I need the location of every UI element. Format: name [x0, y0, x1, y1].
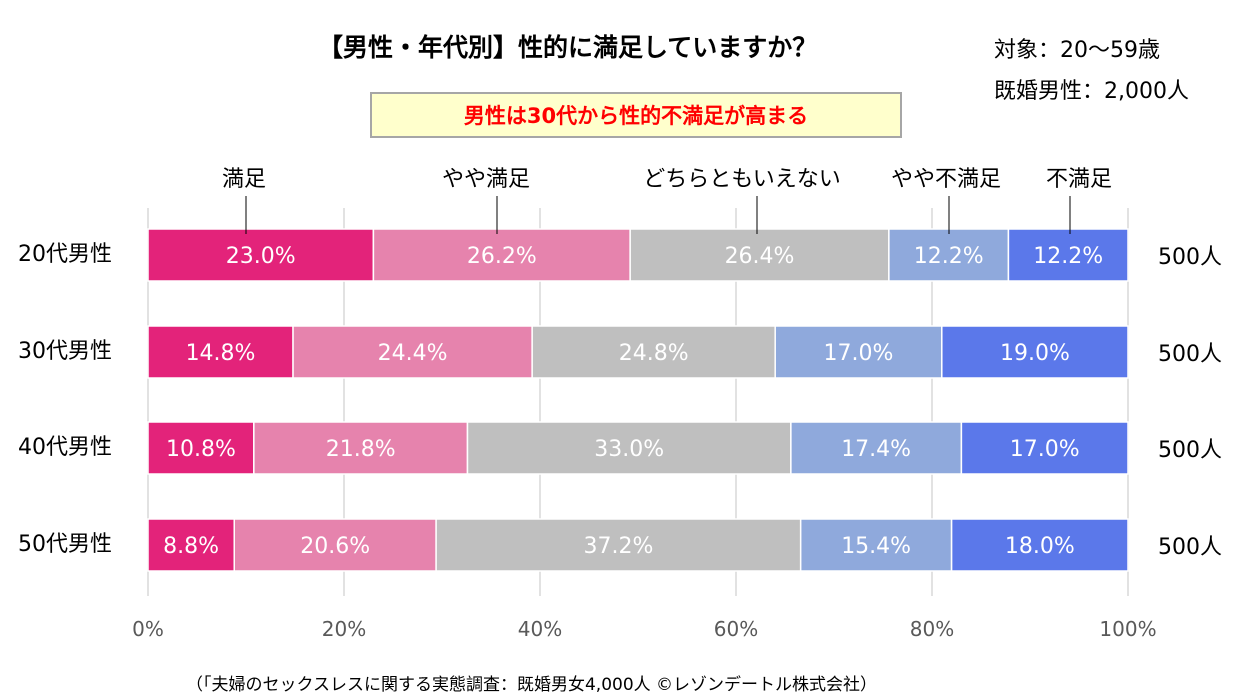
- data-label: 26.2%: [467, 244, 537, 269]
- x-tick-label: 0%: [132, 617, 164, 641]
- data-label: 17.0%: [824, 341, 894, 366]
- data-label: 12.2%: [1033, 244, 1103, 269]
- sample-size-label: 500人: [1158, 535, 1222, 560]
- data-label: 15.4%: [841, 534, 911, 559]
- x-tick-label: 40%: [518, 617, 562, 641]
- subtitle-sample: 既婚男性：2,000人: [994, 79, 1189, 104]
- category-label: 40代男性: [18, 435, 112, 460]
- chart-title: 【男性・年代別】性的に満足していますか？: [318, 33, 818, 62]
- data-label: 33.0%: [594, 437, 664, 462]
- data-label: 18.0%: [1005, 534, 1075, 559]
- bar-segment: [147, 325, 294, 379]
- category-label: 30代男性: [18, 339, 112, 364]
- subtitle-target: 対象：20～59歳: [994, 38, 1160, 63]
- data-label: 10.8%: [166, 437, 236, 462]
- x-tick-label: 80%: [910, 617, 954, 641]
- legend-label: 満足: [222, 167, 266, 192]
- callout-box: 男性は30代から性的不満足が高まる: [370, 92, 902, 138]
- legend-label: やや不満足: [891, 167, 1001, 192]
- bar-segment: [147, 228, 375, 282]
- bar-segment: [960, 421, 1129, 475]
- data-label: 17.4%: [841, 437, 911, 462]
- bar-segment: [253, 421, 469, 475]
- x-tick-label: 100%: [1099, 617, 1156, 641]
- bar-segment: [531, 325, 776, 379]
- bar-segment: [790, 421, 963, 475]
- bar-segment: [1007, 228, 1129, 282]
- x-tick-label: 20%: [322, 617, 366, 641]
- data-label: 23.0%: [226, 244, 296, 269]
- data-label: 20.6%: [300, 534, 370, 559]
- legend-label: 不満足: [1046, 167, 1112, 192]
- bar-segment: [466, 421, 792, 475]
- category-label: 50代男性: [18, 532, 112, 557]
- data-label: 26.4%: [725, 244, 795, 269]
- bars: [147, 228, 1129, 572]
- sample-size-label: 500人: [1158, 438, 1222, 463]
- bar-segment: [435, 518, 802, 572]
- category-label: 20代男性: [18, 242, 112, 267]
- legend-label: どちらともいえない: [643, 167, 841, 192]
- bar-segment: [774, 325, 943, 379]
- labels: 0% 20% 40% 60% 80% 100% 23.0% 26.2% 26.4% 12.2% 12…: [18, 167, 1222, 641]
- data-label: 24.8%: [619, 341, 689, 366]
- source-note: （「夫婦のセックスレスに関する実態調査：既婚男女4,000人 ©レゾンデートル株…: [186, 675, 878, 695]
- x-tick-label: 60%: [714, 617, 758, 641]
- sample-size-label: 500人: [1158, 245, 1222, 270]
- data-label: 19.0%: [1000, 341, 1070, 366]
- bar-segment: [941, 325, 1129, 379]
- data-label: 21.8%: [326, 437, 396, 462]
- callout-text: 男性は30代から性的不満足が高まる: [463, 104, 809, 128]
- data-label: 14.8%: [186, 341, 256, 366]
- data-label: 12.2%: [914, 244, 984, 269]
- bar-segment: [292, 325, 533, 379]
- data-label: 24.4%: [378, 341, 448, 366]
- data-label: 37.2%: [583, 534, 653, 559]
- bar-segment: [233, 518, 437, 572]
- sample-size-label: 500人: [1158, 342, 1222, 367]
- bar-segment: [950, 518, 1129, 572]
- data-label: 17.0%: [1010, 437, 1080, 462]
- data-label: 8.8%: [163, 534, 219, 559]
- bar-segment: [147, 421, 255, 475]
- legend-label: やや満足: [442, 167, 530, 192]
